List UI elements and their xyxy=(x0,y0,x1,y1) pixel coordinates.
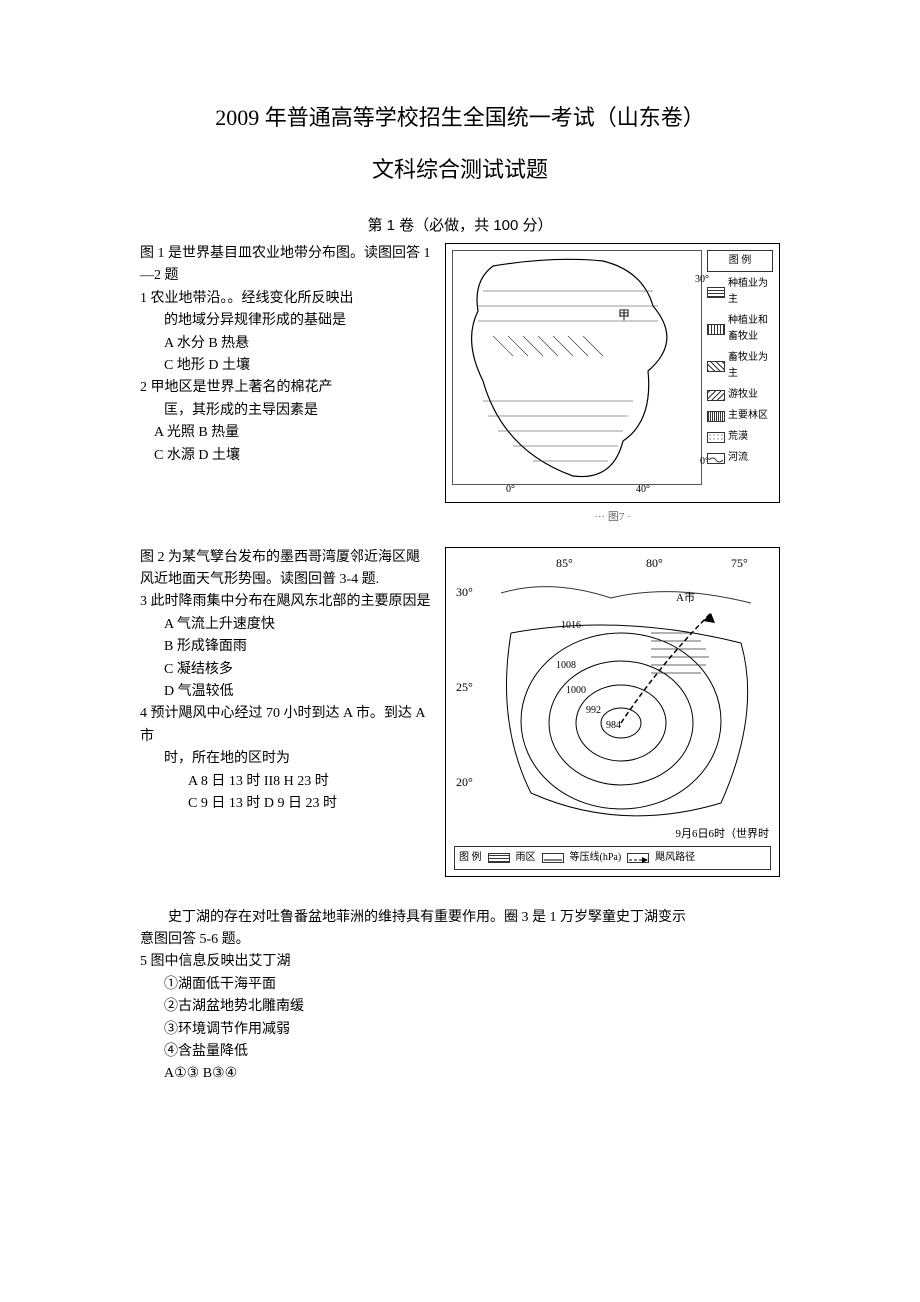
svg-text:1016: 1016 xyxy=(561,620,581,631)
q4-opts2: C 9 日 13 时 D 9 日 23 时 xyxy=(140,793,440,815)
svg-text:992: 992 xyxy=(586,705,601,716)
f2-timestamp: 9月6日6时（世界时 xyxy=(676,826,770,844)
f2-sw-path xyxy=(627,853,649,863)
f2-lon85: 85° xyxy=(556,554,573,573)
f2-lat25: 25° xyxy=(456,678,473,697)
fig1-legend-title: 图 例 xyxy=(707,250,773,272)
q2-opts2-text: C 水源 D 土壤 xyxy=(154,448,240,463)
fig2-legend: 图 例 雨区 等压线(hPa) 飓风路径 xyxy=(454,846,771,870)
q2-opts1: A 光照 B 热量 xyxy=(140,422,440,444)
q5-l1: 5 图中信息反映出艾丁湖 xyxy=(140,951,780,973)
q3-b: B 形成锋面雨 xyxy=(140,636,440,658)
q5-ab: A①③ B③④ xyxy=(140,1063,780,1085)
block-3: 史丁湖的存在对吐鲁番盆地菲洲的维持具有重要作用。圈 3 是 1 万岁孯童史丁湖变… xyxy=(140,907,780,1086)
q3-l1: 3 此时降雨集中分布在飓风东北部的主要原因是 xyxy=(140,591,440,613)
f2-lon75: 75° xyxy=(731,554,748,573)
lg1: 种植业为主 xyxy=(728,276,773,308)
q3-a: A 气流上升速度快 xyxy=(140,614,440,636)
lg4: 游牧业 xyxy=(728,387,758,403)
swatch-4 xyxy=(707,390,725,401)
lg5: 主要林区 xyxy=(728,408,768,424)
fig1-jia: 甲 xyxy=(618,308,630,322)
swatch-7 xyxy=(707,453,725,464)
q2-opts1-text: A 光照 B 热量 xyxy=(154,425,239,440)
f2-sw-rain xyxy=(488,853,510,863)
q5-o3: ③环境调节作用减弱 xyxy=(140,1019,780,1041)
fig1-map: 甲 xyxy=(452,250,702,485)
lg7: 河流 xyxy=(728,450,748,466)
fig1-lon40: 40° xyxy=(636,482,650,498)
figure-1: 甲 30° 0° 0° 40° 图 例 种植业为主 种植业和畜牧业 畜牧业为主 … xyxy=(445,243,780,527)
q5-o2: ②古湖盆地势北雕南缓 xyxy=(140,996,780,1018)
q5-o1: ①湖面低干海平面 xyxy=(140,974,780,996)
swatch-2 xyxy=(707,324,725,335)
q5-o4: ④含盐量降低 xyxy=(140,1041,780,1063)
f2-acity: A市 xyxy=(676,590,695,608)
lg2: 种植业和畜牧业 xyxy=(728,313,773,345)
q4-l2: 时，所在地的区时为 xyxy=(140,748,440,770)
swatch-3 xyxy=(707,361,725,372)
title-main: 2009 年普通高等学校招生全国统一考试（山东卷） xyxy=(140,100,780,132)
f2-lglabel: 图 例 xyxy=(459,850,482,866)
f2-lat30: 30° xyxy=(456,583,473,602)
q1-opts2-text: C 地形 D 土壤 xyxy=(164,358,250,373)
b1-intro: 图 1 是世界基目皿农业地带分布图。读图回答 1—2 题 xyxy=(140,243,440,288)
b2-intro1: 图 2 为某气孼台发布的墨西哥湾厦邻近海区飓 xyxy=(140,547,440,569)
svg-text:984: 984 xyxy=(606,720,621,731)
q1-line1: 1 农业地带沿。。经线变化所反映出 xyxy=(140,288,440,310)
b3-intro2: 意图回答 5-6 题。 xyxy=(140,929,780,951)
block-1: 图 1 是世界基目皿农业地带分布图。读图回答 1—2 题 1 农业地带沿。。经线… xyxy=(140,243,780,527)
q3-d: D 气温较低 xyxy=(140,681,440,703)
fig2-plot: 1016 1008 1000 992 984 xyxy=(491,573,766,833)
lg3: 畜牧业为主 xyxy=(728,350,773,382)
f2-lg-path: 飓风路径 xyxy=(655,850,695,866)
q1-opts1: A 水分 B 热悬 xyxy=(140,333,440,355)
africa-svg: 甲 xyxy=(453,251,702,485)
q2-opts2: C 水源 D 土壤 xyxy=(140,445,440,467)
f2-lon80: 80° xyxy=(646,554,663,573)
q1-opts1-text: A 水分 B 热悬 xyxy=(164,336,249,351)
q3-c: C 凝结核多 xyxy=(140,659,440,681)
f2-lg-iso: 等压线(hPa) xyxy=(570,850,622,866)
q4-opts1: A 8 日 13 时 II8 H 23 时 xyxy=(140,771,440,793)
svg-text:1000: 1000 xyxy=(566,685,586,696)
q1-line2: 的地域分异规律形成的基础是 xyxy=(140,310,440,332)
block-2: 图 2 为某气孼台发布的墨西哥湾厦邻近海区飓 风近地面天气形势囤。读图回普 3-… xyxy=(140,547,780,877)
q2-line1: 2 甲地区是世界上著名的棉花产 xyxy=(140,377,440,399)
fig1-legend: 图 例 种植业为主 种植业和畜牧业 畜牧业为主 游牧业 主要林区 荒漠 河流 xyxy=(707,250,773,471)
figure-2: 85° 80° 75° 30° 25° 20° xyxy=(445,547,780,877)
fig1-lon0: 0° xyxy=(506,482,515,498)
swatch-6 xyxy=(707,432,725,443)
f2-sw-iso xyxy=(542,853,564,863)
b2-intro2: 风近地面天气形势囤。读图回普 3-4 题. xyxy=(140,569,440,591)
title-sub: 文科综合测试试题 xyxy=(140,152,780,184)
svg-text:1008: 1008 xyxy=(556,660,576,671)
q4-l1: 4 预计飓风中心经过 70 小时到达 A 市。到达 A 市 xyxy=(140,703,440,748)
f2-lat20: 20° xyxy=(456,773,473,792)
fig1-caption: ··· 图7 · xyxy=(445,509,780,527)
q1-opts2: C 地形 D 土壤 xyxy=(140,355,440,377)
f2-lg-rain: 雨区 xyxy=(516,850,536,866)
swatch-1 xyxy=(707,287,725,298)
lg6: 荒漠 xyxy=(728,429,748,445)
section-header: 第 1 卷（必做，共 100 分） xyxy=(140,214,780,235)
q2-line2: 匡，其形成的主导因素是 xyxy=(140,400,440,422)
swatch-5 xyxy=(707,411,725,422)
b3-intro1: 史丁湖的存在对吐鲁番盆地菲洲的维持具有重要作用。圈 3 是 1 万岁孯童史丁湖变… xyxy=(140,907,780,929)
